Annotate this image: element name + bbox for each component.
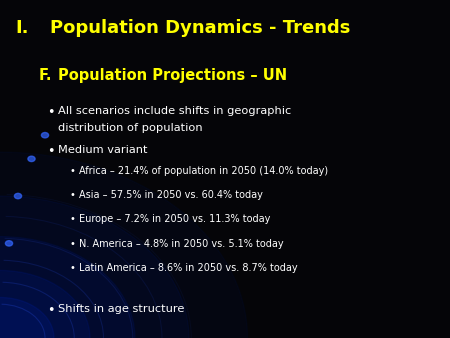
Text: •: • [70,263,76,273]
Circle shape [0,270,90,338]
Text: •: • [70,214,76,224]
Text: •: • [47,304,55,317]
Text: Population Dynamics - Trends: Population Dynamics - Trends [50,19,350,37]
Circle shape [14,193,22,199]
Text: Latin America – 8.6% in 2050 vs. 8.7% today: Latin America – 8.6% in 2050 vs. 8.7% to… [79,263,297,273]
Text: F.: F. [38,68,52,82]
Text: Population Projections – UN: Population Projections – UN [58,68,288,82]
Text: Shifts in age structure: Shifts in age structure [58,304,185,314]
Text: I.: I. [16,19,29,37]
Text: •: • [47,145,55,158]
Text: •: • [70,239,76,249]
Circle shape [5,241,13,246]
Text: N. America – 4.8% in 2050 vs. 5.1% today: N. America – 4.8% in 2050 vs. 5.1% today [79,239,284,249]
Text: Medium variant: Medium variant [58,145,148,155]
Circle shape [41,132,49,138]
Text: Asia – 57.5% in 2050 vs. 60.4% today: Asia – 57.5% in 2050 vs. 60.4% today [79,190,263,200]
Circle shape [28,156,35,162]
Circle shape [0,152,248,338]
Text: •: • [70,190,76,200]
Circle shape [0,196,189,338]
Text: Europe – 7.2% in 2050 vs. 11.3% today: Europe – 7.2% in 2050 vs. 11.3% today [79,214,270,224]
Text: All scenarios include shifts in geographic: All scenarios include shifts in geograph… [58,106,292,117]
Text: •: • [47,106,55,119]
Text: •: • [70,166,76,176]
Circle shape [0,297,54,338]
Text: distribution of population: distribution of population [58,123,203,134]
Circle shape [0,237,135,338]
Text: Africa – 21.4% of population in 2050 (14.0% today): Africa – 21.4% of population in 2050 (14… [79,166,328,176]
